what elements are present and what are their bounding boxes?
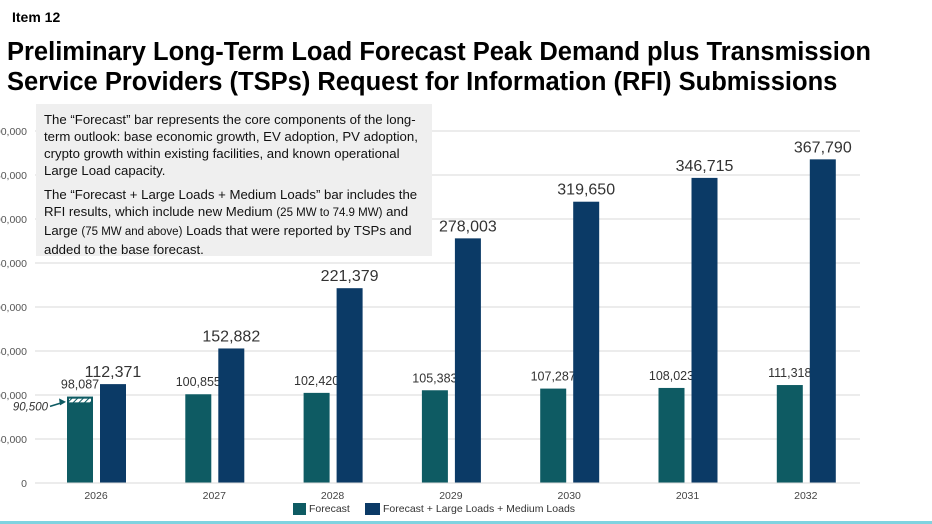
legend-swatch bbox=[365, 503, 380, 515]
bar-forecast-plus-loads bbox=[218, 348, 245, 483]
y-tick-label: 400,000 bbox=[0, 126, 27, 138]
note-small-text: (75 MW and above) bbox=[81, 226, 183, 238]
y-tick-label: 250,000 bbox=[0, 258, 27, 270]
bar-forecast bbox=[67, 396, 93, 483]
annotation-label: 90,500 bbox=[13, 401, 49, 413]
x-tick-label: 2031 bbox=[676, 490, 700, 502]
hatched-segment bbox=[67, 396, 93, 405]
data-label-forecast-plus-loads: 221,379 bbox=[321, 268, 379, 285]
y-tick-label: 0 bbox=[21, 478, 27, 490]
y-tick-label: 200,000 bbox=[0, 302, 27, 314]
arrow-head-icon bbox=[59, 398, 66, 406]
x-tick-label: 2027 bbox=[203, 490, 227, 502]
bar-forecast-plus-loads bbox=[100, 384, 126, 483]
explanation-note: The “Forecast” bar represents the core c… bbox=[36, 104, 432, 258]
bar-forecast bbox=[540, 388, 567, 483]
y-tick-label: 150,000 bbox=[0, 346, 27, 358]
x-tick-label: 2032 bbox=[794, 490, 818, 502]
legend-label: Forecast + Large Loads + Medium Loads bbox=[383, 503, 576, 515]
y-tick-label: 350,000 bbox=[0, 170, 27, 182]
note-small-text: (25 MW to 74.9 MW) bbox=[276, 207, 383, 219]
y-tick-label: 50,000 bbox=[0, 434, 27, 446]
y-tick-label: 100,000 bbox=[0, 390, 27, 402]
x-tick-label: 2026 bbox=[84, 490, 108, 502]
data-label-forecast: 111,318 bbox=[768, 366, 811, 380]
data-label-forecast-plus-loads: 152,882 bbox=[202, 328, 260, 345]
note-paragraph-2: The “Forecast + Large Loads + Medium Loa… bbox=[44, 186, 424, 258]
data-label-forecast-plus-loads: 346,715 bbox=[676, 158, 734, 175]
bar-forecast bbox=[185, 394, 212, 483]
bar-forecast-plus-loads bbox=[691, 177, 718, 483]
bar-forecast bbox=[303, 392, 330, 483]
bar-forecast-plus-loads bbox=[573, 201, 600, 483]
legend-swatch bbox=[293, 503, 306, 515]
x-tick-label: 2030 bbox=[558, 490, 582, 502]
bar-forecast-plus-loads bbox=[336, 288, 363, 483]
page-title: Preliminary Long-Term Load Forecast Peak… bbox=[7, 38, 871, 96]
data-label-forecast-plus-loads: 367,790 bbox=[794, 139, 852, 156]
data-label-forecast-plus-loads: 278,003 bbox=[439, 218, 497, 235]
bar-forecast-plus-loads bbox=[454, 238, 481, 483]
data-label-forecast-plus-loads: 112,371 bbox=[85, 364, 142, 381]
item-label: Item 12 bbox=[12, 9, 61, 25]
data-label-forecast-plus-loads: 319,650 bbox=[557, 182, 615, 199]
data-label-forecast: 105,383 bbox=[412, 371, 457, 385]
note-text: and Large bbox=[44, 204, 409, 238]
data-label-forecast: 102,420 bbox=[294, 374, 339, 388]
data-label-forecast: 98,087 bbox=[61, 378, 99, 392]
x-tick-label: 2029 bbox=[439, 490, 463, 502]
data-label-forecast: 107,287 bbox=[531, 370, 576, 384]
note-paragraph-1: The “Forecast” bar represents the core c… bbox=[44, 112, 418, 178]
x-tick-label: 2028 bbox=[321, 490, 345, 502]
note-text: Loads that were reported by TSPs and add… bbox=[44, 223, 412, 257]
legend-item-forecast: Forecast bbox=[293, 503, 350, 515]
bar-forecast bbox=[421, 390, 448, 483]
y-tick-label: 300,000 bbox=[0, 214, 27, 226]
bar-forecast-plus-loads bbox=[809, 159, 836, 484]
bar-forecast bbox=[776, 385, 803, 483]
legend-item-forecast-plus-loads: Forecast + Large Loads + Medium Loads bbox=[365, 503, 575, 515]
data-label-forecast: 108,023 bbox=[649, 369, 694, 383]
note-text: The “Forecast + Large Loads + Medium Loa… bbox=[44, 187, 418, 219]
bar-forecast bbox=[658, 387, 685, 483]
data-label-forecast: 100,855 bbox=[176, 375, 221, 389]
legend-label: Forecast bbox=[309, 503, 350, 515]
bottom-divider bbox=[0, 521, 932, 524]
